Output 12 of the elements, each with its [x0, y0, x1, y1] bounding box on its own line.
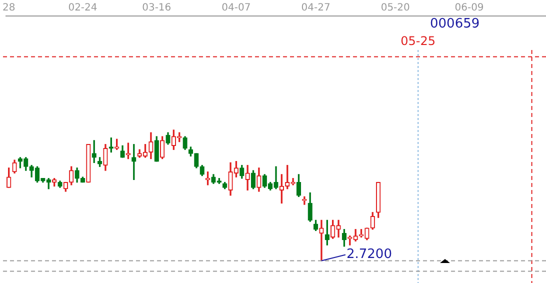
candlestick	[302, 196, 307, 205]
x-tick-label: 04-27	[301, 2, 330, 14]
chart-title: 000659	[430, 16, 480, 32]
x-tick-label: 06-09	[454, 2, 484, 14]
candlestick	[319, 220, 324, 262]
x-tick-label: 28	[2, 2, 16, 14]
x-tick-label: 02-24	[68, 2, 98, 14]
annotation: 2.7200	[346, 247, 392, 262]
text: 05-25	[400, 34, 436, 48]
x-tick-label: 04-07	[222, 2, 251, 14]
x-tick-label: 05-20	[380, 2, 410, 14]
x-tick-label: 03-16	[142, 2, 172, 14]
